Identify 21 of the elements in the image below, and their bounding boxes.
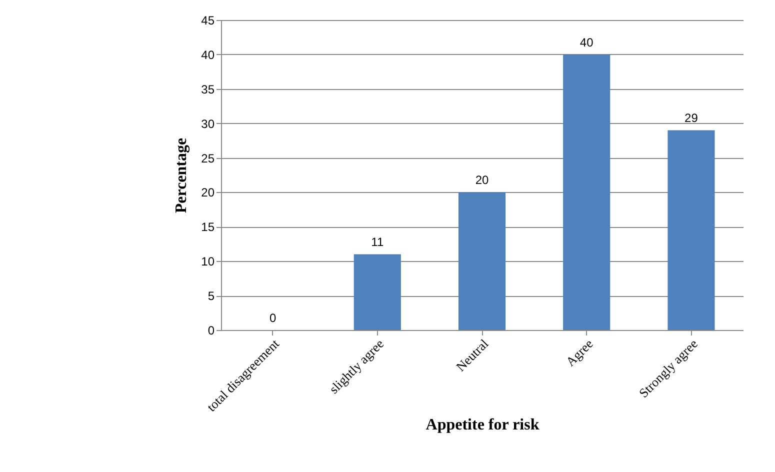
y-tick-label: 10	[201, 254, 215, 269]
y-tick-label: 0	[208, 324, 215, 338]
y-tick-label: 40	[201, 48, 215, 62]
y-tick-label: 15	[201, 220, 215, 234]
data-label: 40	[580, 35, 594, 50]
bar	[354, 254, 401, 330]
bar	[668, 130, 715, 330]
bar	[458, 192, 506, 330]
data-label: 11	[371, 235, 384, 250]
y-tick-label: 20	[201, 186, 215, 200]
y-tick-label: 25	[201, 151, 215, 166]
bar	[563, 54, 610, 330]
y-tick-label: 5	[208, 289, 215, 304]
x-axis-title: Appetite for risk	[426, 416, 540, 434]
data-label: 20	[475, 173, 489, 188]
y-tick-label: 45	[201, 14, 215, 28]
data-label: 29	[684, 111, 698, 126]
data-label: 0	[269, 311, 276, 325]
y-axis-title: Percentage	[173, 138, 190, 214]
y-tick-label: 30	[201, 116, 215, 131]
y-tick-label: 35	[201, 82, 215, 96]
